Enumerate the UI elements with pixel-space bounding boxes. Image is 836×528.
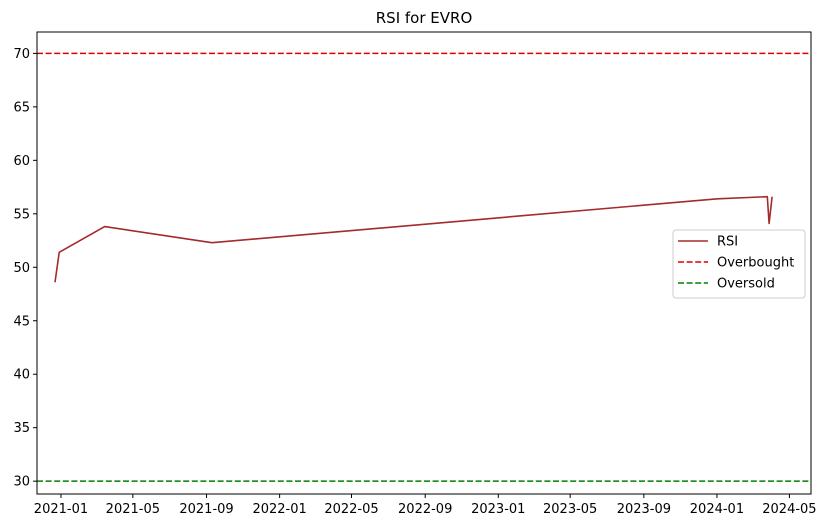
- x-tick-label: 2021-09: [179, 502, 233, 517]
- legend: RSI Overbought Oversold: [672, 229, 806, 299]
- x-tick-label: 2022-09: [398, 502, 452, 517]
- y-tick-label: 65: [13, 100, 30, 115]
- y-axis: 30 35 40 45 50 55 60 65 70: [13, 47, 37, 490]
- x-tick-label: 2021-05: [106, 502, 160, 517]
- x-tick-label: 2024-05: [762, 502, 816, 517]
- legend-box: [672, 229, 806, 299]
- y-tick-label: 45: [13, 314, 30, 329]
- x-tick-label: 2022-01: [252, 502, 306, 517]
- reference-lines: [37, 52, 811, 482]
- legend-label: Overbought: [717, 256, 794, 271]
- x-tick-label: 2021-01: [34, 502, 88, 517]
- y-tick-label: 55: [13, 207, 30, 222]
- x-tick-label: 2024-01: [690, 502, 744, 517]
- x-axis: 2021-01 2021-05 2021-09 2022-01 2022-05 2022-…: [34, 494, 817, 517]
- y-tick-label: 35: [13, 421, 30, 436]
- series-group: [54, 195, 773, 283]
- x-tick-label: 2023-05: [543, 502, 597, 517]
- y-tick-label: 50: [13, 261, 30, 276]
- chart-title: RSI for EVRO: [376, 9, 473, 27]
- legend-label: Oversold: [717, 277, 775, 292]
- x-tick-label: 2023-09: [617, 502, 671, 517]
- plot-area-frame: [36, 31, 812, 495]
- legend-label: RSI: [717, 235, 738, 250]
- y-tick-label: 40: [13, 368, 30, 383]
- x-tick-label: 2023-01: [471, 502, 525, 517]
- rsi-series-line: [54, 195, 773, 283]
- y-tick-label: 30: [13, 475, 30, 490]
- y-tick-label: 70: [13, 47, 30, 62]
- x-tick-label: 2022-05: [324, 502, 378, 517]
- y-tick-label: 60: [13, 154, 30, 169]
